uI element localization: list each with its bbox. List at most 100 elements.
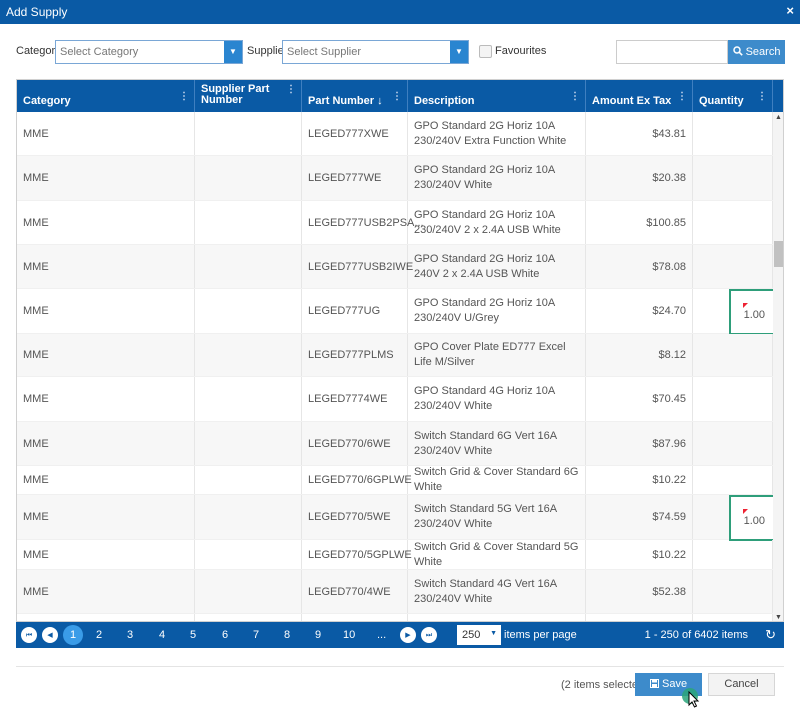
cell-supplier-part-number xyxy=(195,112,302,155)
table-row[interactable]: MME LEGED777WE GPO Standard 2G Horiz 10A 2… xyxy=(17,156,773,201)
cell-quantity[interactable] xyxy=(693,377,773,421)
column-menu-icon[interactable]: ⋮ xyxy=(757,91,767,102)
search-input[interactable] xyxy=(616,40,728,64)
floppy-disk-icon xyxy=(649,679,659,688)
page-link[interactable]: 9 xyxy=(315,629,322,641)
cell-quantity[interactable] xyxy=(693,245,773,288)
previous-page-icon[interactable]: ◀ xyxy=(42,627,58,643)
table-row[interactable]: MME LEGED777XWE GPO Standard 2G Horiz 10A … xyxy=(17,112,773,156)
next-page-icon[interactable]: ▶ xyxy=(400,627,416,643)
cell-category-text: MME xyxy=(23,585,49,598)
page-link[interactable]: 5 xyxy=(190,629,197,641)
search-button[interactable]: Search xyxy=(728,40,785,64)
cell-part-number: LEGED770/6WE xyxy=(302,422,408,465)
table-row[interactable]: MME LEGED7774WE GPO Standard 4G Horiz 10A … xyxy=(17,377,773,422)
table-row[interactable]: MME LEGED770/4WE Switch Standard 4G Vert 1… xyxy=(17,570,773,614)
table-row[interactable]: MME LEGED777UG GPO Standard 2G Horiz 10A 2… xyxy=(17,289,773,335)
cell-quantity[interactable] xyxy=(693,614,773,621)
column-header-description[interactable]: Description ⋮ xyxy=(408,80,586,112)
cell-quantity[interactable] xyxy=(693,112,773,155)
table-row[interactable] xyxy=(17,614,773,621)
cell-description-text: GPO Standard 2G Horiz 10A 230/240V Extra… xyxy=(414,119,567,147)
cell-part-number: LEGED777PLMS xyxy=(302,334,408,376)
cell-description-text: GPO Cover Plate ED777 Excel Life M/Silve… xyxy=(414,341,566,368)
cancel-button[interactable]: Cancel xyxy=(708,673,775,696)
favourites-checkbox[interactable] xyxy=(479,45,492,58)
cell-description: GPO Standard 2G Horiz 10A 230/240V U/Gre… xyxy=(408,289,586,333)
close-icon[interactable]: × xyxy=(786,3,794,18)
cell-quantity[interactable] xyxy=(693,156,773,200)
category-select[interactable]: Select Category ▼ xyxy=(55,40,243,64)
last-page-icon[interactable]: ⏭ xyxy=(421,627,437,643)
cell-description: GPO Standard 2G Horiz 10A 230/240V 2 x 2… xyxy=(408,201,586,244)
cell-description-text: Switch Standard 4G Vert 16A 230/240V Whi… xyxy=(414,577,557,605)
cell-category-text: MME xyxy=(23,349,49,361)
supplier-placeholder: Select Supplier xyxy=(287,46,361,58)
cell-supplier-part-number xyxy=(195,245,302,288)
cell-supplier-part-number xyxy=(195,201,302,244)
page-link[interactable]: 10 xyxy=(343,629,356,641)
table-row[interactable]: MME LEGED770/6WE Switch Standard 6G Vert 1… xyxy=(17,422,773,466)
cell-quantity[interactable] xyxy=(693,570,773,613)
cell-amount-ex-tax: $52.38 xyxy=(586,570,693,613)
first-page-icon[interactable]: ⏮ xyxy=(21,627,37,643)
cell-amount-ex-tax-text: $70.45 xyxy=(652,393,686,405)
table-row[interactable]: MME LEGED777PLMS GPO Cover Plate ED777 Exc… xyxy=(17,334,773,377)
page-link[interactable]: 6 xyxy=(222,629,229,641)
column-header-category[interactable]: Category ⋮ xyxy=(17,80,195,112)
quantity-input[interactable]: 1.00 xyxy=(729,289,773,335)
page-link[interactable]: 4 xyxy=(159,629,166,641)
column-header-label: Amount Ex Tax xyxy=(592,95,672,107)
cell-category: MME xyxy=(17,466,195,494)
table-row[interactable]: MME LEGED770/6GPLWE Switch Grid & Cover St… xyxy=(17,466,773,495)
scroll-down-icon[interactable]: ▼ xyxy=(775,614,782,621)
page-link-more[interactable]: ... xyxy=(377,629,387,641)
cell-category: MME xyxy=(17,289,195,333)
scroll-up-icon[interactable]: ▲ xyxy=(775,114,782,121)
quantity-input[interactable]: 1.00 xyxy=(729,495,773,541)
cell-quantity[interactable]: 1.00 xyxy=(693,495,773,541)
supplier-select[interactable]: Select Supplier ▼ xyxy=(282,40,469,64)
cell-quantity[interactable] xyxy=(693,540,773,569)
column-header-supplier-part-number[interactable]: Supplier Part Number ⋮ xyxy=(195,80,302,112)
page-link[interactable]: 2 xyxy=(96,629,103,641)
cell-quantity[interactable]: 1.00 xyxy=(693,289,773,335)
column-menu-icon[interactable]: ⋮ xyxy=(392,91,402,102)
page-link[interactable]: 7 xyxy=(253,629,260,641)
column-menu-icon[interactable]: ⋮ xyxy=(677,91,687,102)
column-header-label: Part Number ↓ xyxy=(308,95,383,107)
cell-part-number: LEGED777USB2IWE xyxy=(302,245,413,288)
page-size-select[interactable]: 250 ▼ xyxy=(457,625,501,645)
page-link[interactable]: 8 xyxy=(284,629,291,641)
column-menu-icon[interactable]: ⋮ xyxy=(179,91,189,102)
chevron-down-icon[interactable]: ▼ xyxy=(224,41,242,63)
scrollbar-thumb[interactable] xyxy=(774,241,783,267)
table-row[interactable]: MME LEGED770/5GPLWE Switch Grid & Cover St… xyxy=(17,540,773,570)
selection-count: (2 items selected) xyxy=(561,679,648,691)
chevron-down-icon[interactable]: ▼ xyxy=(450,41,468,63)
cell-quantity[interactable] xyxy=(693,422,773,465)
cell-amount-ex-tax: $8.12 xyxy=(586,334,693,376)
cell-amount-ex-tax-text: $78.08 xyxy=(652,260,686,273)
current-page[interactable]: 1 xyxy=(63,625,83,645)
vertical-scrollbar[interactable]: ▲ ▼ xyxy=(773,112,783,621)
column-menu-icon[interactable]: ⋮ xyxy=(286,84,296,95)
pager: ⏮ ◀ 1 2 3 4 5 6 7 8 9 10 ... ▶ ⏭ 250 ▼ i… xyxy=(16,622,784,648)
table-row[interactable]: MME LEGED770/5WE Switch Standard 5G Vert 1… xyxy=(17,495,773,541)
refresh-icon[interactable]: ↻ xyxy=(765,627,776,642)
table-row[interactable]: MME LEGED777USB2IWE GPO Standard 2G Horiz … xyxy=(17,245,773,289)
cell-part-number: LEGED770/5GPLWE xyxy=(302,540,412,569)
column-header-amount-ex-tax[interactable]: Amount Ex Tax ⋮ xyxy=(586,80,693,112)
cell-category-text: MME xyxy=(23,172,49,184)
cell-quantity[interactable] xyxy=(693,334,773,376)
column-header-part-number[interactable]: Part Number ↓ ⋮ xyxy=(302,80,408,112)
table-row[interactable]: MME LEGED777USB2PSA... GPO Standard 2G Hor… xyxy=(17,201,773,245)
cell-amount-ex-tax-text: $43.81 xyxy=(652,127,686,140)
cell-quantity[interactable] xyxy=(693,466,773,494)
page-link[interactable]: 3 xyxy=(127,629,134,641)
cell-category-text: MME xyxy=(23,393,49,405)
column-header-quantity[interactable]: Quantity ⋮ xyxy=(693,80,773,112)
favourites-label[interactable]: Favourites xyxy=(495,45,547,57)
cell-quantity[interactable] xyxy=(693,201,773,244)
column-menu-icon[interactable]: ⋮ xyxy=(570,91,580,102)
